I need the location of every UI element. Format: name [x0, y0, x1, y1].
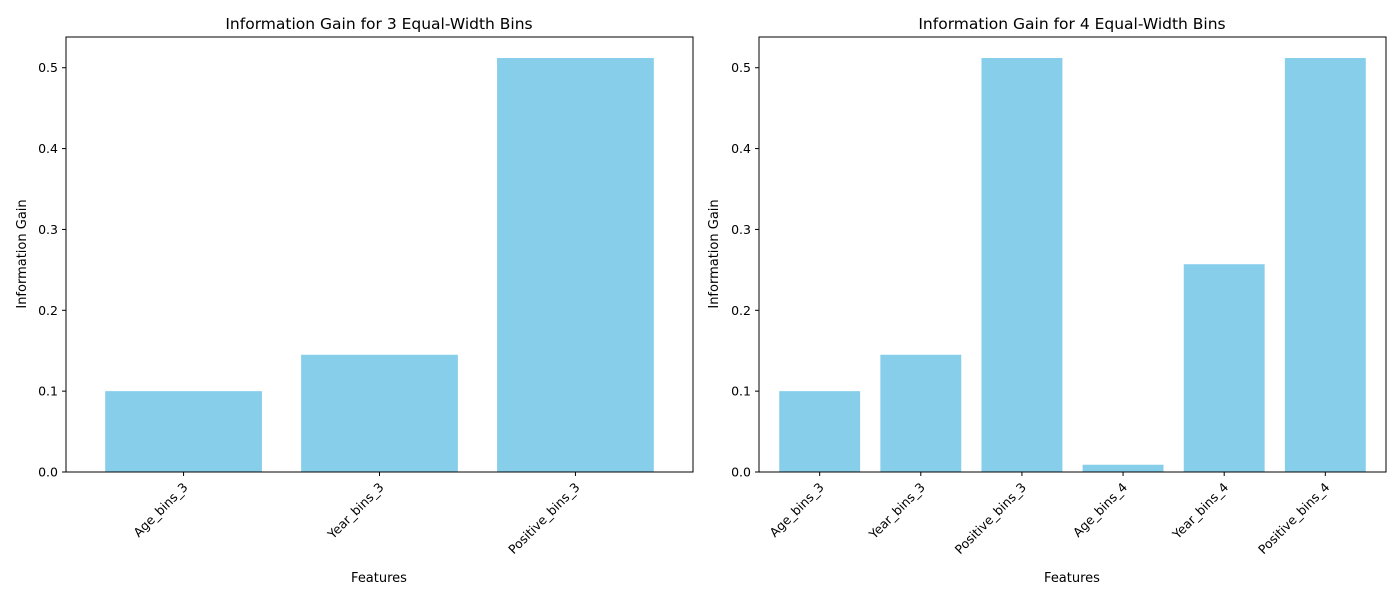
x-tick-group: Age_bins_3 Year_bins_3 Positive_bins_3 [130, 472, 583, 557]
bar [779, 391, 861, 472]
chart-title: Information Gain for 3 Equal-Width Bins [225, 15, 532, 33]
x-tick-label: Positive_bins_3 [952, 480, 1029, 557]
y-tick-label: 0.5 [731, 60, 751, 75]
y-tick-label: 0.4 [38, 141, 58, 156]
bar [981, 58, 1063, 472]
y-tick-group: 0.0 0.1 0.2 0.3 0.4 0.5 [38, 60, 66, 480]
axes-frame [758, 36, 1387, 473]
bar [497, 58, 654, 472]
x-axis-label: Features [351, 571, 407, 586]
y-tick-label: 0.2 [731, 303, 751, 318]
y-axis-label: Information Gain [707, 199, 722, 308]
bar [1183, 264, 1265, 472]
bar [301, 354, 458, 472]
bar [105, 391, 262, 472]
x-tick-label: Positive_bins_3 [505, 480, 582, 557]
bar-group [105, 58, 654, 472]
axes-frame [65, 36, 694, 473]
x-tick-label: Year_bins_4 [1169, 479, 1232, 542]
x-tick-label: Year_bins_3 [865, 480, 928, 543]
y-tick-label: 0.1 [38, 384, 58, 399]
y-tick-label: 0.2 [38, 303, 58, 318]
x-tick-label: Age_bins_4 [1070, 479, 1130, 539]
x-axis-label: Features [1044, 571, 1100, 586]
x-tick-label: Positive_bins_4 [1255, 479, 1332, 556]
x-tick-label: Age_bins_3 [130, 480, 190, 540]
y-tick-label: 0.0 [38, 465, 58, 480]
y-tick-label: 0.3 [38, 222, 58, 237]
y-tick-label: 0.0 [731, 465, 751, 480]
bar-group [779, 58, 1366, 472]
bar [1284, 58, 1366, 472]
y-tick-label: 0.1 [731, 384, 751, 399]
y-tick-label: 0.4 [731, 141, 751, 156]
x-tick-label: Age_bins_3 [766, 480, 826, 540]
bar [1082, 464, 1164, 472]
bar [880, 354, 962, 472]
y-tick-label: 0.5 [38, 60, 58, 75]
y-tick-label: 0.3 [731, 222, 751, 237]
y-tick-group: 0.0 0.1 0.2 0.3 0.4 0.5 [731, 60, 759, 480]
x-tick-label: Year_bins_3 [324, 480, 387, 543]
chart-4-bins: Information Gain for 4 Equal-Width Bins … [707, 15, 1387, 586]
x-tick-group: Age_bins_3 Year_bins_3 Positive_bins_3 Age_… [766, 472, 1332, 557]
chart-3-bins: Information Gain for 3 Equal-Width Bins … [15, 15, 694, 586]
y-axis-label: Information Gain [15, 199, 30, 308]
chart-title: Information Gain for 4 Equal-Width Bins [918, 15, 1225, 33]
